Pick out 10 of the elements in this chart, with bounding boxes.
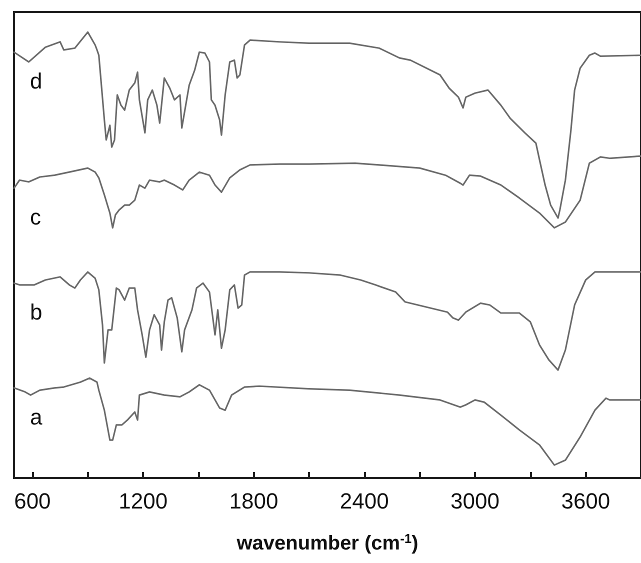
x-tick-label: 3600 [561, 488, 610, 514]
series-label: b [30, 300, 42, 325]
x-tick-label: 2400 [340, 488, 389, 514]
series-label: d [30, 68, 42, 94]
x-tick-label: 600 [14, 488, 51, 514]
x-tick-label: 3000 [450, 488, 500, 514]
series-label: a [30, 404, 43, 430]
x-tick-label: 1200 [118, 488, 168, 514]
x-tick-label: 1800 [229, 488, 278, 514]
series-label: c [30, 204, 41, 230]
